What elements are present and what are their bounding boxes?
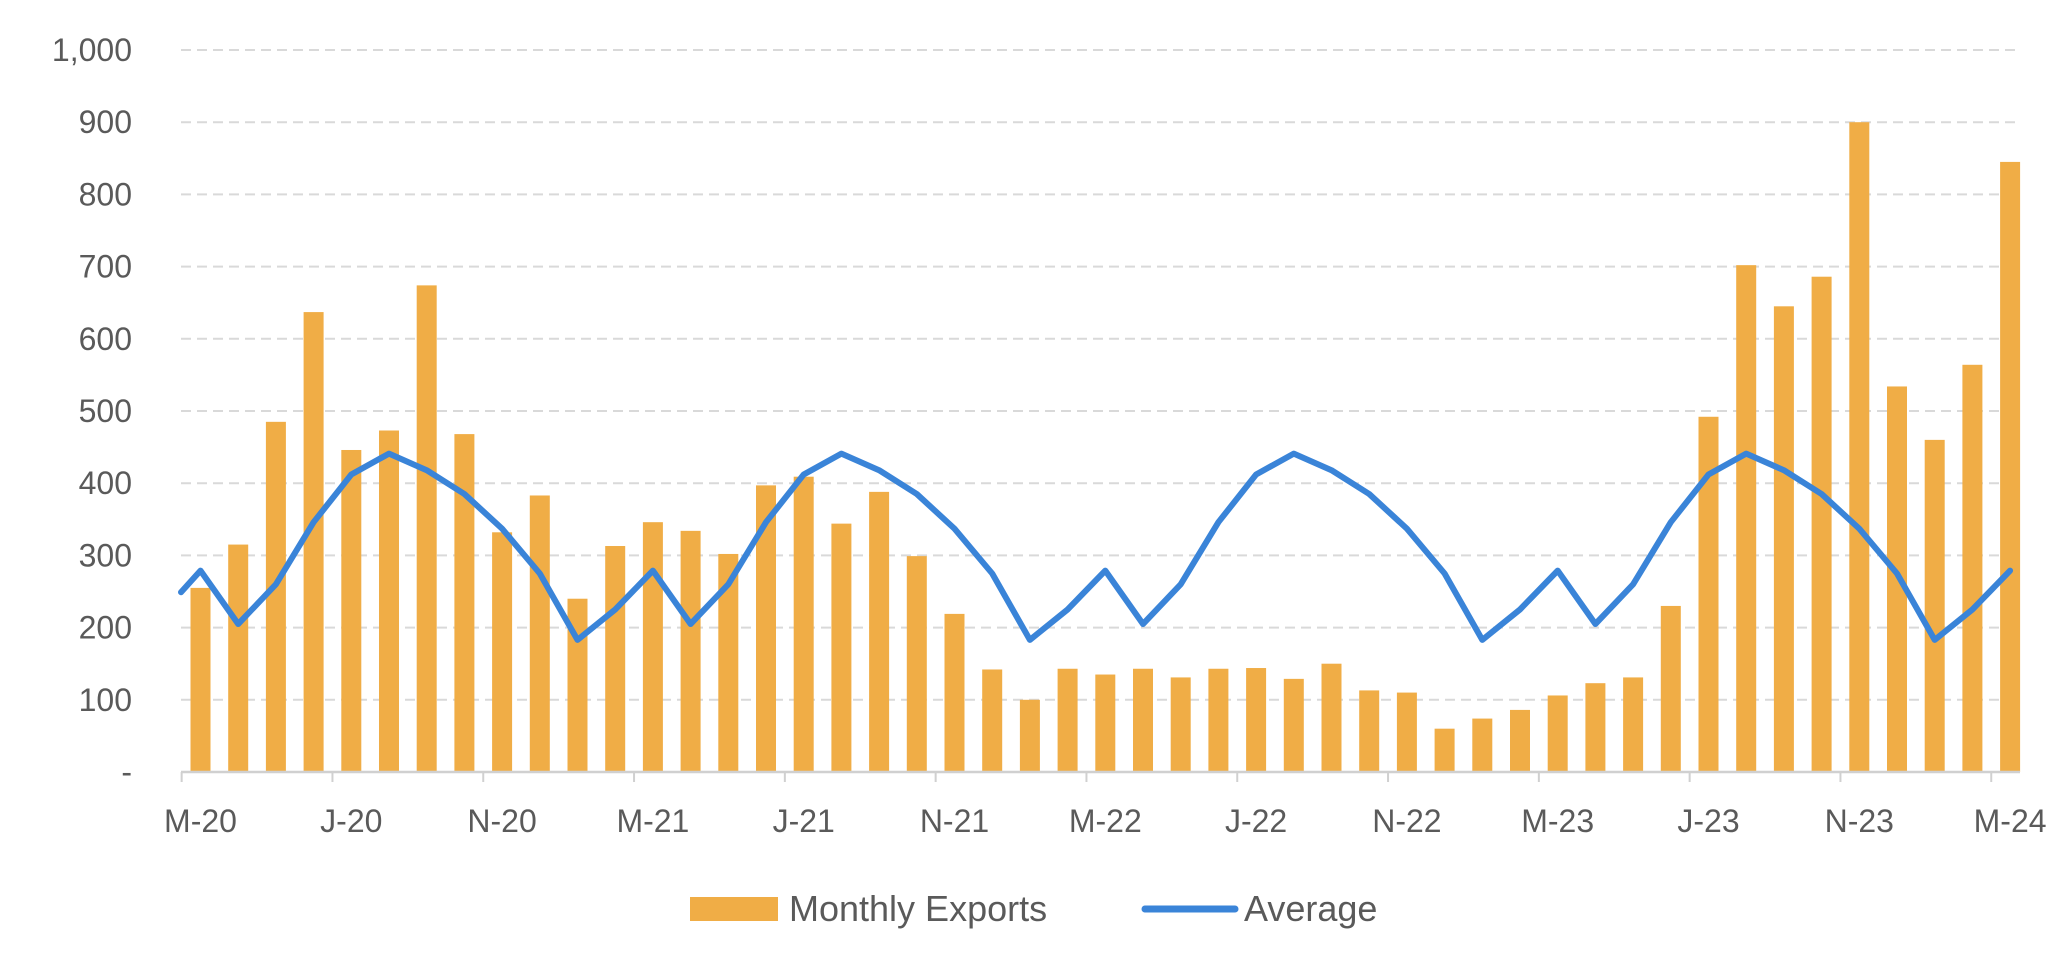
bar: [642, 522, 663, 772]
bar: [756, 485, 776, 772]
bar: [1849, 122, 1870, 772]
bar: [454, 434, 475, 772]
y-tick-label: 1,000: [52, 32, 132, 68]
bar: [228, 544, 249, 772]
y-axis-ticks: - 100 200 300 400 500 600 700 800 900 1,000: [52, 32, 132, 790]
x-tick-label: J-21: [773, 803, 835, 839]
x-tick-label: M-24: [1974, 803, 2047, 839]
y-tick-label: -: [121, 754, 132, 790]
bar: [265, 421, 286, 772]
bar: [1698, 416, 1719, 772]
y-tick-label: 800: [79, 176, 132, 212]
y-tick-label: 400: [79, 465, 132, 501]
x-tick-label: N-21: [920, 803, 989, 839]
bar: [492, 532, 513, 772]
bar: [831, 523, 852, 772]
x-tick-label: J-23: [1677, 803, 1739, 839]
bar: [1660, 605, 1681, 772]
y-tick-label: 100: [79, 682, 132, 718]
bar: [1359, 690, 1380, 772]
x-tick-label: N-23: [1825, 803, 1894, 839]
grid-layer: [181, 49, 2020, 701]
bar: [190, 587, 211, 772]
series-line-average: [178, 450, 2014, 643]
x-tick-label: M-20: [164, 803, 237, 839]
bar: [793, 476, 814, 772]
bar: [341, 449, 362, 772]
x-axis-ticks: M-20 J-20 N-20 M-21 J-21 N-21 M-22 J-22 N-22 M-23…: [164, 772, 2047, 839]
bar: [718, 553, 739, 772]
bar: [567, 598, 588, 772]
bar: [303, 312, 324, 772]
bar: [1396, 692, 1417, 772]
x-tick-label: M-22: [1069, 803, 1142, 839]
legend: Monthly Exports Average: [690, 888, 1377, 929]
bar: [1170, 677, 1191, 772]
bar: [1246, 668, 1267, 772]
x-tick-label: J-22: [1225, 803, 1287, 839]
y-tick-label: 700: [79, 249, 132, 285]
bar: [906, 556, 927, 772]
legend-label-monthly-exports: Monthly Exports: [789, 888, 1047, 929]
bar: [982, 669, 1003, 772]
bar: [1623, 677, 1644, 772]
y-tick-label: 300: [79, 537, 132, 573]
x-tick-label: N-22: [1372, 803, 1441, 839]
bar: [1019, 699, 1040, 772]
x-tick-label: M-23: [1521, 803, 1594, 839]
line-layer: [178, 450, 2014, 643]
bar: [1434, 728, 1455, 772]
bar: [605, 546, 626, 772]
bar: [1095, 674, 1116, 772]
bar: [944, 613, 965, 772]
bar: [1133, 668, 1153, 772]
bar: [1510, 709, 1530, 772]
legend-swatch-monthly-exports: [690, 897, 778, 921]
y-tick-label: 600: [79, 321, 132, 357]
bar: [1057, 668, 1078, 772]
bar: [1773, 306, 1794, 772]
bar: [1962, 364, 1983, 772]
bar: [1924, 439, 1945, 772]
legend-label-average: Average: [1244, 888, 1377, 929]
bar: [416, 285, 437, 772]
y-tick-label: 900: [79, 104, 132, 140]
y-tick-label: 200: [79, 610, 132, 646]
bar: [1321, 663, 1342, 772]
bar: [2000, 161, 2021, 772]
bar: [1208, 668, 1229, 772]
bar: [1472, 718, 1493, 772]
bar-layer: [190, 122, 2021, 772]
bar: [1811, 276, 1832, 772]
bar: [1283, 678, 1304, 772]
bar: [680, 530, 701, 772]
x-tick-label: M-21: [616, 803, 689, 839]
bar: [379, 430, 399, 772]
bar: [1736, 265, 1757, 772]
y-tick-label: 500: [79, 393, 132, 429]
bar: [869, 491, 890, 772]
bar: [1585, 683, 1606, 772]
bar: [1547, 695, 1568, 772]
bar: [529, 495, 550, 772]
x-tick-label: J-20: [320, 803, 382, 839]
x-tick-label: N-20: [467, 803, 536, 839]
